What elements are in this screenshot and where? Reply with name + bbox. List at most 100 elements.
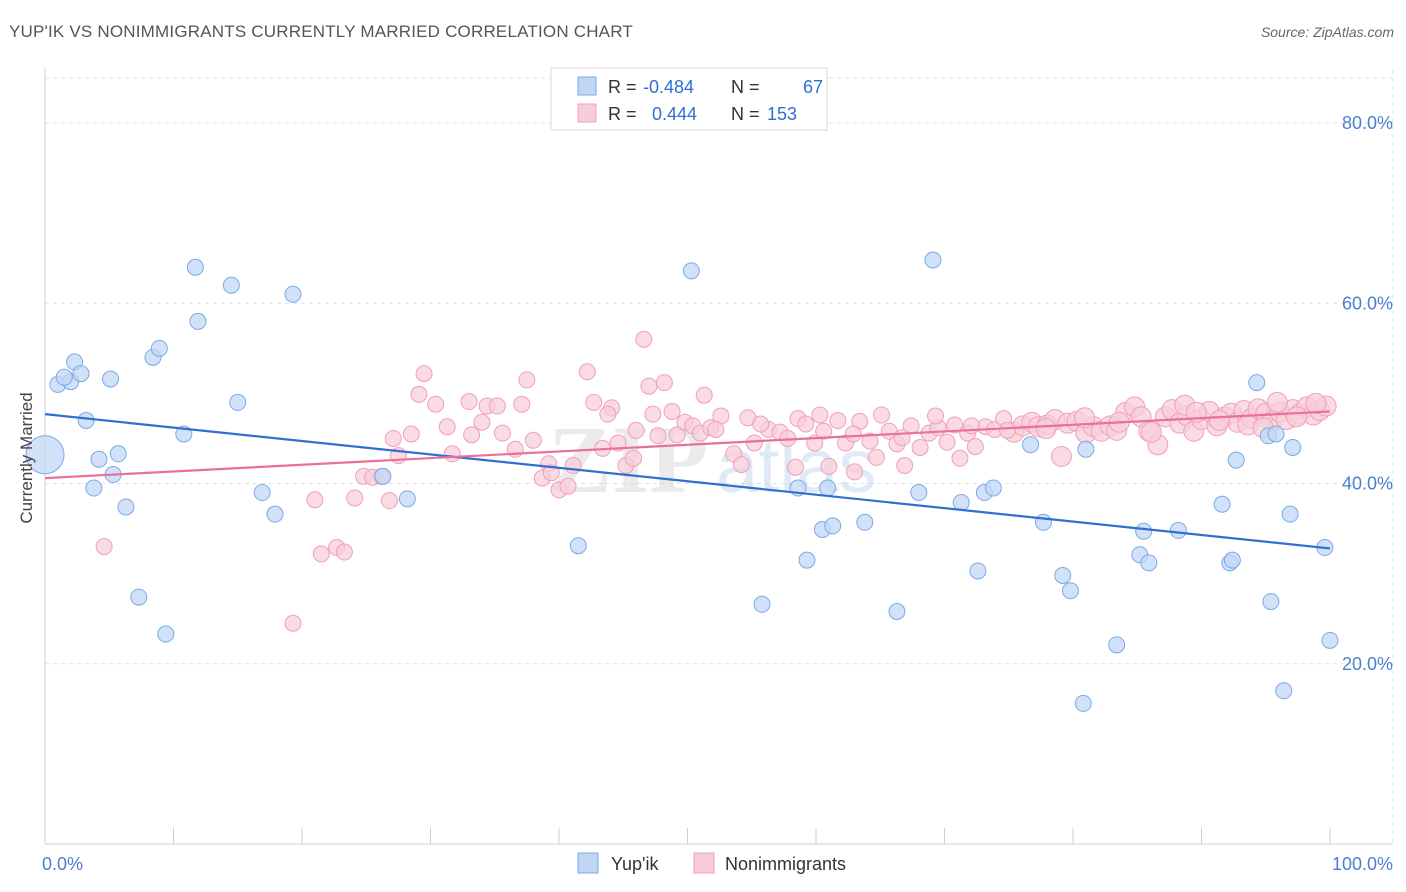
bottom-legend-swatch-nonimmigrants[interactable]	[693, 852, 715, 874]
nonimmigrants-point-5	[335, 543, 353, 561]
yupik-point-51	[1140, 554, 1158, 572]
yupik-point-26	[398, 490, 416, 508]
nonimmigrants-point-10	[380, 492, 398, 510]
nonimmigrants-trend-line	[44, 410, 1331, 480]
yupik-point-61	[1281, 505, 1299, 523]
yupik-point-38	[924, 251, 942, 269]
nonimmigrants-point-79	[946, 416, 964, 434]
nonimmigrants-point-63	[815, 422, 833, 440]
yupik-point-39	[952, 493, 970, 511]
nonimmigrants-point-137	[844, 425, 862, 443]
yupik-point-18	[186, 258, 204, 276]
yupik-point-60	[1275, 682, 1293, 700]
yupik-point-44	[1034, 513, 1052, 531]
nonimmigrants-point-148	[1208, 409, 1230, 431]
yupik-point-42	[984, 479, 1002, 497]
nonimmigrants-point-144	[1074, 407, 1096, 429]
nonimmigrants-point-142	[998, 421, 1016, 439]
nonimmigrants-point-129	[463, 426, 481, 444]
trend-lines	[44, 410, 1331, 550]
yupik-point-22	[253, 484, 271, 502]
nonimmigrants-point-67	[846, 463, 864, 481]
nonimmigrants-point-16	[427, 395, 445, 413]
nonimmigrants-point-73	[896, 457, 914, 475]
yupik-point-9	[102, 370, 120, 388]
yupik-point-37	[910, 484, 928, 502]
nonimmigrants-point-3	[312, 545, 330, 563]
yupik-point-12	[117, 498, 135, 516]
nonimmigrants-point-17	[438, 418, 456, 436]
y-axis-title: Currently Married	[17, 392, 36, 523]
yupik-point-58	[1262, 593, 1280, 611]
nonimmigrants-point-150	[1266, 391, 1288, 413]
nonimmigrants-point-1	[284, 614, 302, 632]
yupik-point-45	[1054, 566, 1072, 584]
nonimmigrants-point-26	[524, 431, 542, 449]
nonimmigrants-point-34	[585, 393, 603, 411]
yupik-point-19	[189, 312, 207, 330]
nonimmigrants-point-146	[1140, 421, 1162, 443]
bottom-legend: Yup'ik Nonimmigrants	[577, 852, 846, 874]
nonimmigrants-point-59	[786, 458, 804, 476]
yupik-point-29	[753, 595, 771, 613]
yupik-point-8	[90, 450, 108, 468]
x-tick-label-0: 0.0%	[42, 854, 83, 874]
nonimmigrants-point-20	[473, 413, 491, 431]
nonimmigrants-point-37	[609, 434, 627, 452]
nonimmigrants-point-151	[1286, 406, 1308, 428]
nonimmigrants-point-140	[927, 407, 945, 425]
nonimmigrants-point-19	[460, 393, 478, 411]
yupik-point-62	[1284, 438, 1302, 456]
nonimmigrants-point-131	[599, 405, 617, 423]
legend-box: R = -0.484 N = 67 R = 0.444 N = 153	[550, 67, 828, 131]
yupik-point-21	[229, 393, 247, 411]
legend-r-value-1: -0.484	[643, 77, 694, 97]
nonimmigrants-point-75	[911, 438, 929, 456]
yupik-point-6	[77, 411, 95, 429]
nonimmigrants-points	[95, 330, 1337, 632]
yupik-point-11	[109, 445, 127, 463]
yupik-point-35	[856, 513, 874, 531]
yupik-point-13	[130, 588, 148, 606]
legend-r-label-1: R =	[608, 77, 637, 97]
legend-swatch-nonimmigrants	[577, 103, 597, 123]
yupik-point-52	[1169, 521, 1187, 539]
yupik-point-48	[1077, 440, 1095, 458]
nonimmigrants-point-6	[346, 489, 364, 507]
nonimmigrants-point-143	[1035, 418, 1057, 440]
bottom-legend-swatch-yupik[interactable]	[577, 852, 599, 874]
yupik-trend-line	[44, 413, 1331, 550]
legend-n-label-2: N =	[731, 104, 760, 124]
legend-r-value-2: 0.444	[652, 104, 697, 124]
yupik-point-28	[682, 262, 700, 280]
nonimmigrants-point-78	[938, 433, 956, 451]
nonimmigrants-point-41	[640, 377, 658, 395]
nonimmigrants-point-133	[707, 420, 725, 438]
y-tick-label-3: 80.0%	[1342, 113, 1393, 133]
nonimmigrants-point-0	[95, 538, 113, 556]
yupik-point-27	[569, 537, 587, 555]
nonimmigrants-point-22	[488, 397, 506, 415]
nonimmigrants-point-25	[518, 371, 536, 389]
nonimmigrants-point-134	[752, 415, 770, 433]
nonimmigrants-point-61	[797, 415, 815, 433]
yupik-point-23	[266, 505, 284, 523]
yupik-point-16	[157, 625, 175, 643]
nonimmigrants-point-82	[966, 438, 984, 456]
yupik-point-0	[25, 435, 65, 475]
yupik-point-25	[374, 467, 392, 485]
nonimmigrants-point-54	[732, 456, 750, 474]
nonimmigrants-point-39	[627, 421, 645, 439]
nonimmigrants-point-56	[745, 434, 763, 452]
nonimmigrants-point-15	[415, 365, 433, 383]
nonimmigrants-point-139	[893, 429, 911, 447]
legend-n-label-1: N =	[731, 77, 760, 97]
nonimmigrants-point-2	[306, 491, 324, 509]
yupik-point-24	[284, 285, 302, 303]
nonimmigrants-point-31	[559, 477, 577, 495]
nonimmigrants-point-136	[811, 406, 829, 424]
yupik-point-40	[969, 562, 987, 580]
bottom-legend-label-nonimmigrants: Nonimmigrants	[725, 854, 846, 874]
yupik-point-64	[1321, 631, 1339, 649]
